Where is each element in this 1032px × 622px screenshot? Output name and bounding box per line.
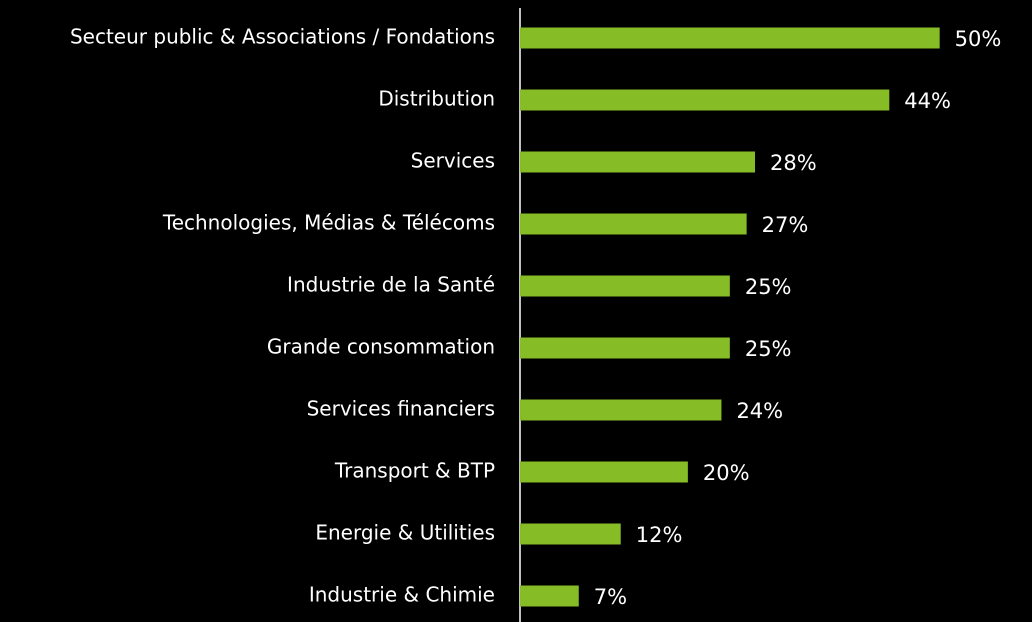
- category-label: Industrie de la Santé: [287, 273, 495, 297]
- bar: [520, 275, 730, 297]
- value-label: 44%: [904, 89, 951, 113]
- bar: [520, 89, 890, 111]
- category-label: Services: [411, 149, 495, 173]
- bar: [520, 213, 747, 235]
- value-label: 27%: [762, 213, 809, 237]
- bar: [520, 585, 579, 607]
- value-label: 25%: [745, 275, 792, 299]
- value-label: 12%: [636, 523, 683, 547]
- category-label: Transport & BTP: [334, 459, 495, 483]
- category-label: Services financiers: [307, 397, 495, 421]
- category-label: Energie & Utilities: [315, 521, 495, 545]
- bar: [520, 399, 722, 421]
- category-label: Distribution: [378, 87, 495, 111]
- bar: [520, 27, 940, 49]
- value-label: 20%: [703, 461, 750, 485]
- value-label: 28%: [770, 151, 817, 175]
- value-label: 7%: [594, 585, 627, 609]
- category-label: Industrie & Chimie: [309, 583, 495, 607]
- value-label: 24%: [736, 399, 783, 423]
- bar: [520, 337, 730, 359]
- bar: [520, 523, 621, 545]
- value-label: 25%: [745, 337, 792, 361]
- category-label: Technologies, Médias & Télécoms: [162, 211, 495, 235]
- value-label: 50%: [955, 27, 1002, 51]
- bar: [520, 461, 688, 483]
- category-label: Grande consommation: [267, 335, 495, 359]
- bar: [520, 151, 756, 173]
- category-label: Secteur public & Associations / Fondatio…: [70, 25, 495, 49]
